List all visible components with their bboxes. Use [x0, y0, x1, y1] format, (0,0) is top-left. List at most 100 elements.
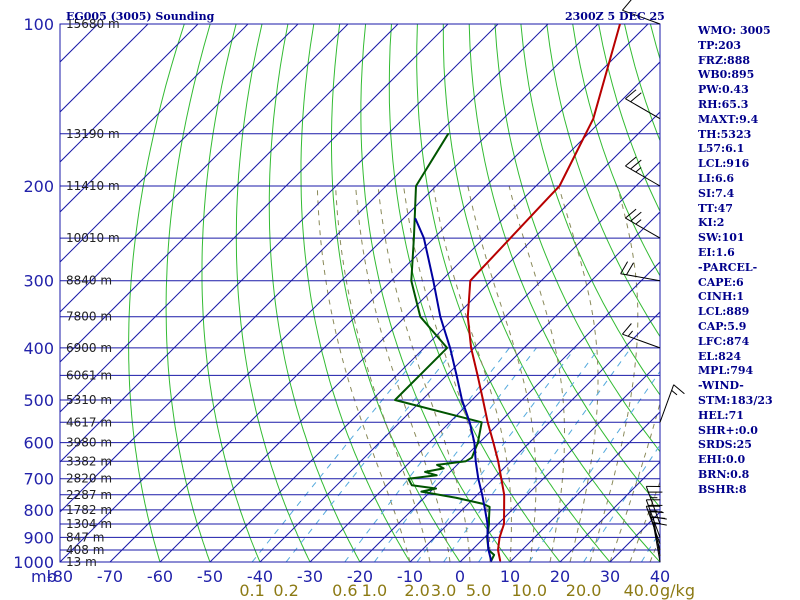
isotherm-line [60, 24, 449, 413]
index-item: SW:101 [698, 231, 745, 245]
index-item: EL:824 [698, 349, 742, 363]
dewpoint-data-point [480, 421, 483, 424]
dewpoint-data-point [419, 315, 422, 318]
height-label: 6061 m [66, 368, 112, 382]
pressure-tick-label: 500 [23, 391, 54, 410]
height-label: 4617 m [66, 415, 112, 429]
index-item: BRN:0.8 [698, 467, 750, 481]
dewpoint-data-point [471, 456, 473, 459]
height-label: 847 m [66, 530, 104, 544]
parcel-data-point [474, 460, 477, 463]
wind-barb [659, 384, 685, 423]
wind-barb [620, 261, 661, 282]
dewpoint-data-point [413, 237, 415, 239]
dewpoint-data-point [435, 474, 438, 477]
index-item: HEL:71 [698, 408, 744, 422]
index-item: -PARCEL- [698, 260, 758, 274]
pressure-tick-label: 800 [23, 501, 54, 520]
wind-barb [625, 156, 661, 187]
wind-barbs [620, 0, 685, 563]
isotherm-line [109, 24, 649, 562]
parcel-data-point [432, 279, 435, 282]
temperature-tick-label: 0 [455, 567, 465, 586]
parcel-data-point [487, 549, 490, 551]
index-item: SHR+:0.0 [698, 423, 758, 437]
pressure-tick-label: 900 [23, 528, 54, 547]
dewpoint-data-point [464, 460, 467, 463]
height-label: 1782 m [66, 503, 112, 517]
wind-barb [625, 89, 661, 120]
temperature-tick-label: 30 [600, 567, 620, 586]
dewpoint-data-point [455, 497, 458, 499]
parcel-data-point [414, 217, 417, 220]
mixing-ratio-label: 5.0 [466, 581, 491, 600]
height-label: 408 m [66, 543, 104, 557]
isotherm-line [159, 61, 660, 562]
dewpoint-data-point [418, 374, 421, 377]
temperature-data-point [503, 494, 506, 496]
height-label: 10010 m [66, 231, 120, 245]
height-label: 5310 m [66, 393, 112, 407]
temperature-data-point [497, 549, 499, 551]
mixing-ratio-label: 0.2 [273, 581, 298, 600]
mixing-ratio-label: 0.1 [239, 581, 264, 600]
parcel-data-point [473, 441, 476, 444]
isotherm-line [60, 24, 549, 513]
temperature-data-point [498, 536, 501, 539]
dewpoint-data-point [411, 484, 413, 487]
isotherm-line [559, 461, 660, 562]
index-item: KI:2 [698, 216, 725, 230]
parcel-data-point [484, 509, 486, 511]
temperature-tick-label: -50 [197, 567, 223, 586]
axis-labels: 0.1 0.2 0.6 1.0 2.0 3.0 5.0 10.0 20.0 40.0 g/kg100… [13, 15, 695, 600]
height-label: 3980 m [66, 436, 112, 450]
index-item: SI:7.4 [698, 186, 735, 200]
index-item: SRDS:25 [698, 438, 752, 452]
isotherm-line [60, 24, 349, 313]
temperature-data-point [592, 117, 595, 120]
isotherm-line [259, 161, 660, 562]
index-item: LCL:916 [698, 157, 750, 171]
dewpoint-data-point [410, 279, 413, 282]
index-item: WB0:895 [698, 68, 755, 82]
dewpoint-data-point [447, 133, 450, 135]
parcel-data-point [486, 536, 489, 539]
mixing-ratio-label: 2.0 [404, 581, 429, 600]
parcel-data-point [477, 477, 480, 480]
isotherm-line [209, 111, 660, 562]
temperature-tick-label: -20 [347, 567, 373, 586]
height-label: 7800 m [66, 310, 112, 324]
temperature-tick-label: -70 [97, 567, 123, 586]
height-label: 8840 m [66, 274, 112, 288]
pressure-tick-label: 400 [23, 339, 54, 358]
mixing-ratio-label: 10.0 [511, 581, 547, 600]
mixing-ratio-label: 40.0 [624, 581, 660, 600]
dewpoint-data-point [477, 441, 479, 444]
index-item: CAP:5.9 [698, 319, 747, 333]
index-item: EHI:0.0 [698, 453, 746, 467]
index-item: CAPE:6 [698, 275, 744, 289]
wind-barb [645, 485, 663, 525]
index-item: EI:1.6 [698, 245, 735, 259]
index-item: LCL:889 [698, 305, 750, 319]
index-item: TH:5323 [698, 127, 752, 141]
height-label: 2820 m [66, 472, 112, 486]
dewpoint-data-point [424, 471, 426, 473]
dewpoint-data-point [394, 399, 396, 401]
moist-adiabat-line [432, 185, 512, 562]
temperature-data-point [503, 509, 505, 511]
isotherm-line [359, 261, 660, 562]
isotherm-line [60, 24, 499, 463]
isotherm-line [60, 24, 399, 363]
index-item: L57:6.1 [698, 142, 745, 156]
parcel-data-point [423, 237, 425, 239]
temperature-data-point [509, 237, 512, 239]
index-item: TT:47 [698, 201, 733, 215]
height-label: 3382 m [66, 454, 112, 468]
index-item: MPL:794 [698, 364, 754, 378]
height-label: 6900 m [66, 341, 112, 355]
height-label: 2287 m [66, 488, 112, 502]
mixing-ratio-label: 20.0 [566, 581, 602, 600]
temperature-tick-label: 10 [500, 567, 520, 586]
dewpoint-data-point [436, 464, 438, 466]
